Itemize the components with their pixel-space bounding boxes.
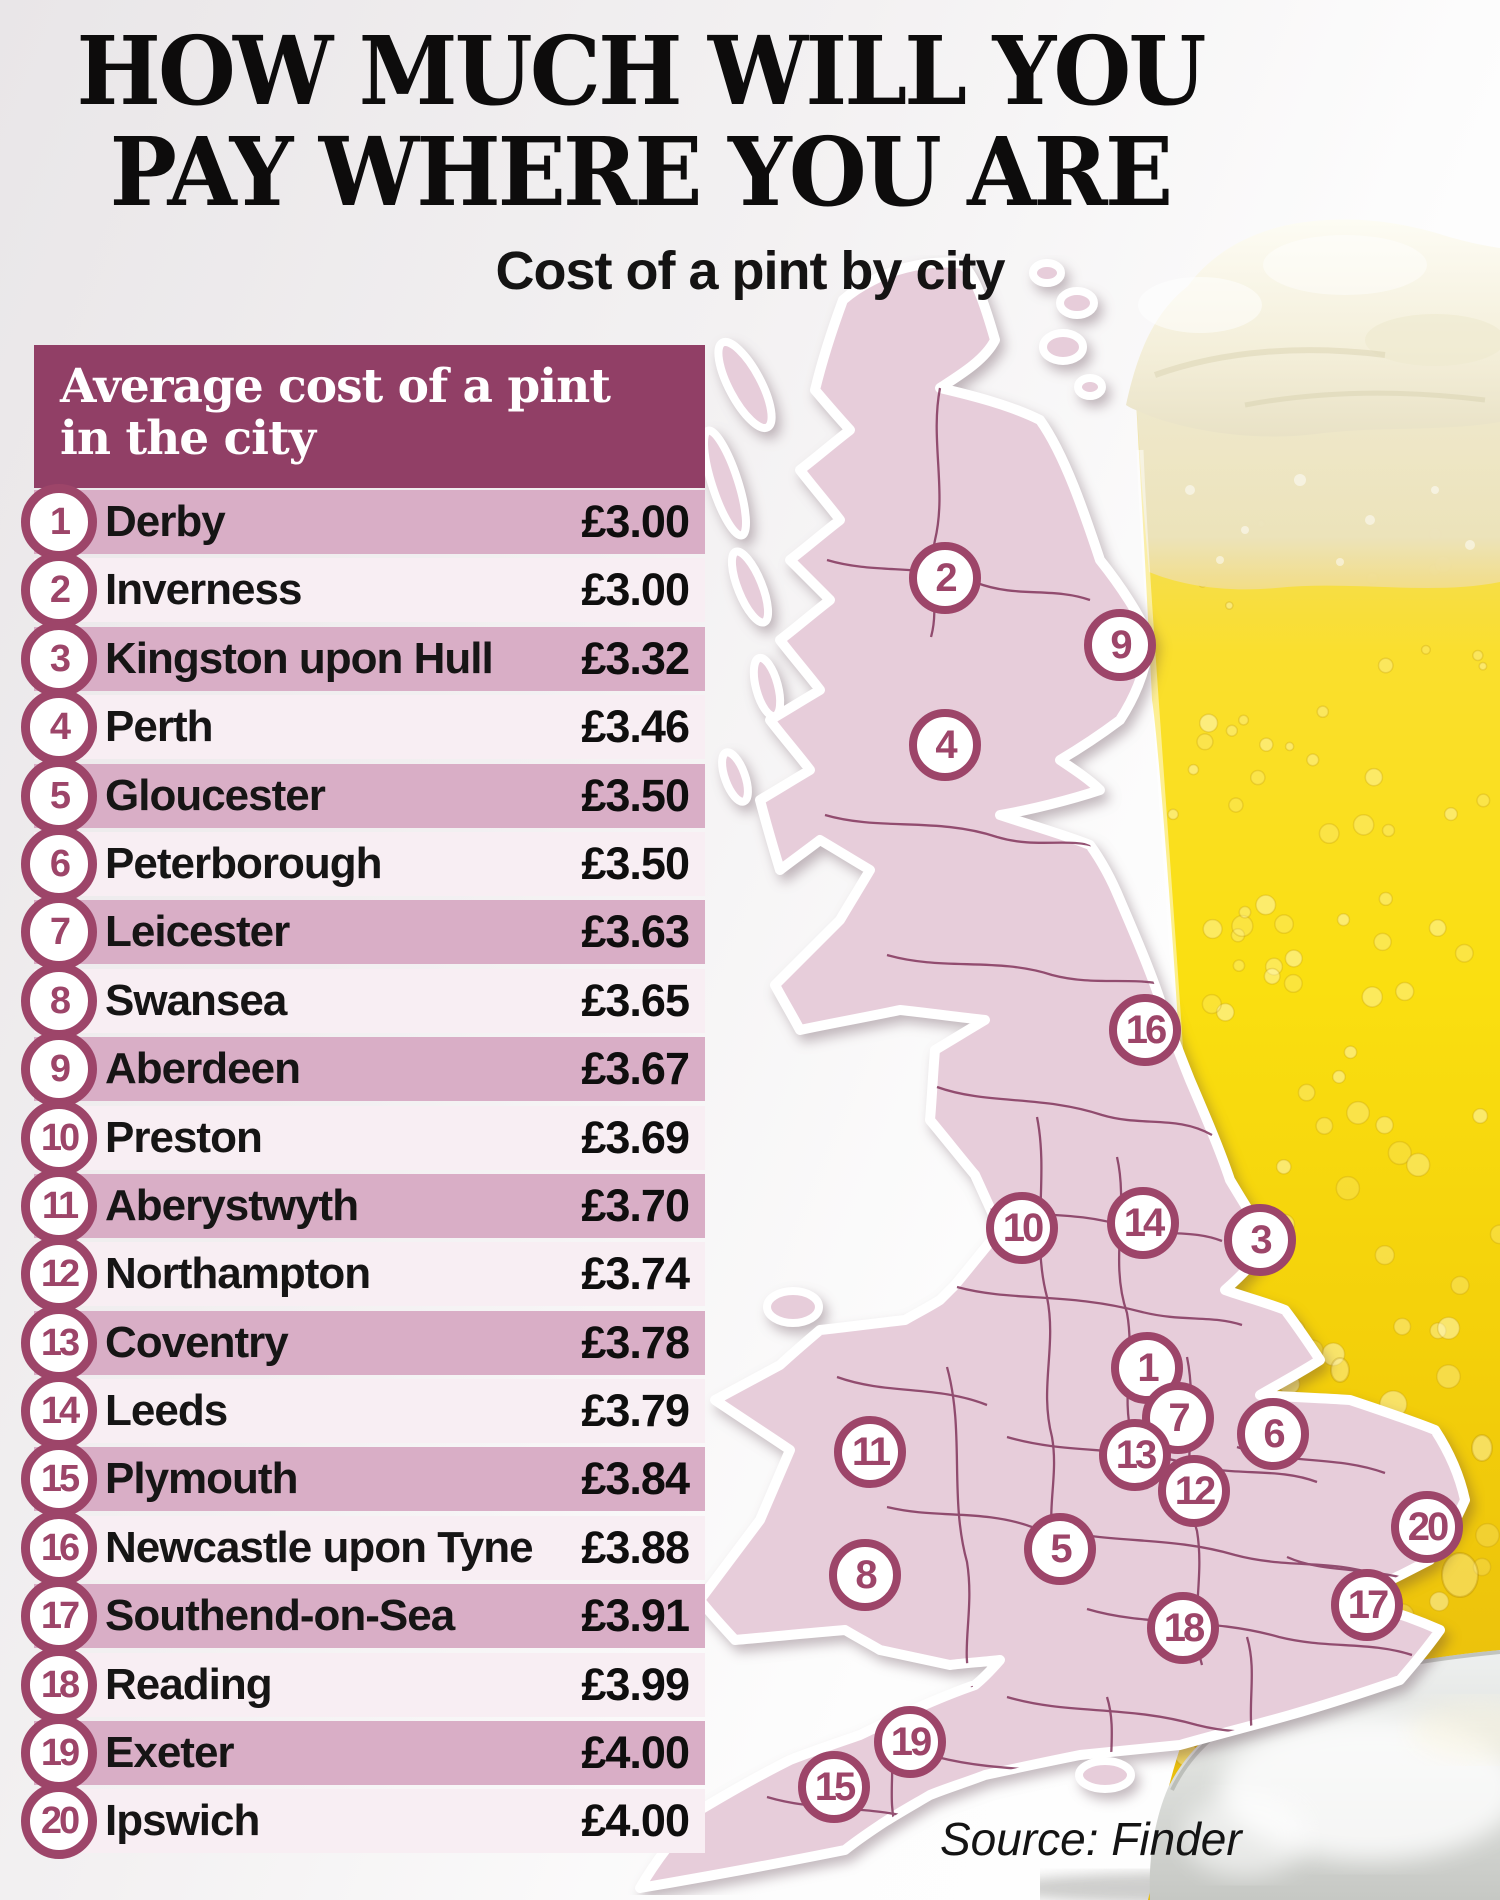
- price-label: £3.00: [581, 564, 690, 616]
- title-line-2: PAY WHERE YOU ARE: [109, 116, 1173, 228]
- price-label: £3.88: [581, 1521, 690, 1573]
- uk-map: [635, 257, 1470, 1893]
- rank-badge: 8: [21, 962, 97, 1039]
- price-label: £3.70: [581, 1179, 690, 1231]
- city-label: Newcastle upon Tyne: [105, 1522, 534, 1572]
- price-label: £4.00: [581, 1727, 690, 1779]
- price-label: £3.63: [581, 906, 690, 958]
- price-label: £3.00: [581, 496, 690, 547]
- table-row: 20 Ipswich £4.00: [21, 1783, 705, 1860]
- table-row: 14 Leeds £3.79: [21, 1373, 705, 1450]
- price-label: £3.78: [581, 1316, 690, 1368]
- rank-badge: 19: [21, 1715, 97, 1792]
- price-label: £3.69: [581, 1111, 690, 1163]
- rank-badge: 13: [21, 1304, 97, 1381]
- price-label: £4.00: [581, 1795, 690, 1847]
- title-block: HOW MUCH WILL YOU PAY WHERE YOU ARE: [0, 16, 1280, 228]
- rank-badge: 14: [21, 1373, 97, 1450]
- city-label: Northampton: [105, 1249, 371, 1299]
- rank-badge: 1: [21, 484, 97, 560]
- table-row: 5 Gloucester £3.50: [21, 757, 705, 834]
- rank-badge: 11: [21, 1167, 97, 1244]
- table-row: 11 Aberystwyth £3.70: [21, 1167, 705, 1244]
- table-row: 18 Reading £3.99: [21, 1646, 705, 1723]
- rank-badge: 5: [21, 757, 97, 834]
- table-row: 10 Preston £3.69: [21, 1099, 705, 1176]
- city-label: Peterborough: [105, 838, 382, 888]
- table-row: 1 Derby £3.00: [21, 484, 705, 560]
- price-label: £3.91: [581, 1590, 690, 1642]
- rank-badge: 15: [21, 1441, 97, 1518]
- city-label: Inverness: [105, 565, 302, 615]
- rank-badge: 4: [21, 689, 97, 766]
- city-label: Gloucester: [105, 770, 326, 820]
- table-row: 15 Plymouth £3.84: [21, 1441, 705, 1518]
- table-row: 9 Aberdeen £3.67: [21, 1031, 705, 1108]
- rank-badge: 9: [21, 1031, 97, 1108]
- rank-badge: 12: [21, 1236, 97, 1313]
- rank-badge: 10: [21, 1099, 97, 1176]
- table-header-line-2: in the city: [60, 410, 316, 466]
- table-row: 8 Swansea £3.65: [21, 962, 705, 1039]
- city-label: Reading: [105, 1659, 273, 1709]
- city-label: Preston: [105, 1112, 263, 1162]
- city-label: Aberystwyth: [105, 1180, 359, 1230]
- table-row: 12 Northampton £3.74: [21, 1236, 705, 1313]
- title-line-1: HOW MUCH WILL YOU: [76, 16, 1206, 127]
- price-label: £3.46: [581, 701, 690, 753]
- rank-badge: 7: [21, 894, 97, 971]
- rank-badge: 16: [21, 1509, 97, 1586]
- table-row: 7 Leicester £3.63: [21, 894, 705, 971]
- city-label: Plymouth: [105, 1454, 298, 1504]
- table-header: Average cost of a pint in the city: [34, 345, 705, 488]
- price-label: £3.50: [581, 837, 690, 889]
- price-label: £3.74: [581, 1248, 690, 1300]
- price-label: £3.79: [581, 1385, 690, 1437]
- price-label: £3.67: [581, 1043, 690, 1095]
- table-row: 13 Coventry £3.78: [21, 1304, 705, 1381]
- city-label: Coventry: [105, 1317, 289, 1367]
- price-label: £3.32: [581, 632, 690, 684]
- rank-badge: 20: [21, 1783, 97, 1860]
- price-label: £3.84: [581, 1453, 690, 1505]
- table-row: 6 Peterborough £3.50: [21, 825, 705, 902]
- city-label: Aberdeen: [105, 1044, 301, 1094]
- table-row: 3 Kingston upon Hull £3.32: [21, 620, 705, 697]
- table-header-line-1: Average cost of a pint: [60, 359, 611, 414]
- rank-badge: 3: [21, 620, 97, 697]
- price-label: £3.99: [581, 1658, 690, 1710]
- city-label: Leicester: [105, 907, 290, 957]
- source-caption: Source: Finder: [940, 1813, 1242, 1865]
- table-rows: 1 Derby £3.00 2 Inverness £3.00 3 Kingst…: [21, 484, 705, 1860]
- table-row: 19 Exeter £4.00: [21, 1715, 705, 1792]
- price-label: £3.50: [581, 769, 690, 821]
- price-label: £3.65: [581, 974, 690, 1026]
- page-subtitle: Cost of a pint by city: [495, 241, 1005, 301]
- city-label: Perth: [105, 702, 213, 752]
- table-row: 17 Southend-on-Sea £3.91: [21, 1578, 705, 1655]
- city-label: Swansea: [105, 975, 287, 1025]
- table-row: 4 Perth £3.46: [21, 689, 705, 766]
- rank-badge: 2: [21, 552, 97, 629]
- city-label: Derby: [105, 497, 226, 546]
- city-label: Leeds: [105, 1386, 228, 1436]
- table-row: 16 Newcastle upon Tyne £3.88: [21, 1509, 705, 1586]
- page-title: HOW MUCH WILL YOU PAY WHERE YOU ARE: [38, 16, 1241, 228]
- city-label: Southend-on-Sea: [105, 1591, 455, 1641]
- rank-badge: 6: [21, 825, 97, 902]
- rank-badge: 17: [21, 1578, 97, 1655]
- table-row: 2 Inverness £3.00: [21, 552, 705, 629]
- rank-badge: 18: [21, 1646, 97, 1723]
- price-table: Average cost of a pint in the city 1 Der…: [21, 345, 705, 1860]
- city-label: Ipswich: [105, 1796, 260, 1846]
- city-label: Kingston upon Hull: [105, 633, 494, 683]
- city-label: Exeter: [105, 1728, 235, 1778]
